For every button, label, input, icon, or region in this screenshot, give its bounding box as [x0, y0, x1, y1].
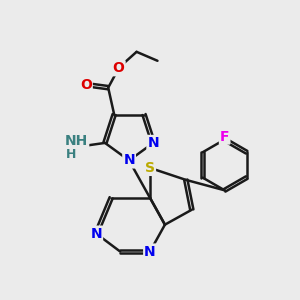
Text: S: S	[145, 161, 155, 175]
Text: N: N	[123, 154, 135, 167]
Text: O: O	[113, 61, 124, 75]
Text: H: H	[65, 148, 76, 161]
Text: NH: NH	[65, 134, 88, 148]
Text: O: O	[80, 78, 92, 92]
Text: N: N	[144, 244, 156, 259]
Text: N: N	[147, 136, 159, 150]
Text: F: F	[220, 130, 230, 144]
Text: N: N	[90, 226, 102, 241]
